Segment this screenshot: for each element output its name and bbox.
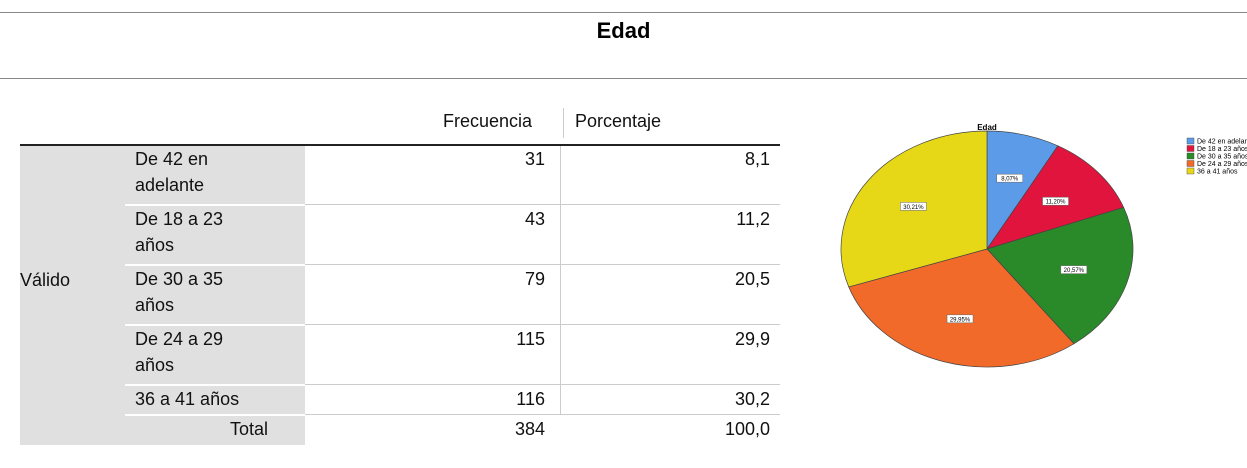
row-divider	[125, 324, 305, 326]
row-divider	[305, 414, 780, 415]
row-divider	[305, 324, 780, 325]
row-label: 36 a 41 años	[135, 389, 240, 409]
row-divider	[125, 204, 305, 206]
row-label: De 24 a 29 años	[135, 329, 224, 375]
header-divider	[563, 108, 564, 138]
legend-swatch	[1186, 167, 1195, 175]
legend-swatch	[1186, 152, 1195, 160]
legend-label: 36 a 41 años	[1197, 169, 1238, 176]
row-divider	[125, 264, 305, 266]
column-header: Porcentaje	[575, 111, 662, 131]
legend-label: De 30 a 35 años	[1197, 154, 1247, 161]
frequency: 43	[524, 209, 545, 229]
percent: 30,2	[734, 389, 770, 409]
slice-label: 29,95%	[950, 317, 971, 323]
frequency: 384	[514, 419, 545, 439]
row-label: De 42 en adelante	[135, 149, 209, 195]
frequency: 116	[516, 389, 545, 409]
legend-label: De 24 a 29 años	[1197, 161, 1247, 168]
top-border	[20, 144, 780, 146]
legend-label: De 18 a 23 años	[1197, 146, 1247, 153]
row-divider	[125, 384, 305, 386]
label-box	[996, 173, 1023, 183]
rule	[0, 12, 1247, 13]
row-divider	[305, 384, 780, 385]
legend-label: De 42 en adelante	[1197, 139, 1247, 146]
percent: 11,2	[736, 209, 770, 229]
label-box	[1042, 196, 1069, 206]
row-divider	[125, 414, 305, 416]
legend-swatch	[1186, 160, 1195, 167]
label-box	[1060, 265, 1088, 274]
row-divider	[305, 264, 780, 265]
pie-slice	[848, 248, 1075, 368]
rule	[0, 78, 1247, 79]
row-label: De 18 a 23 años	[135, 209, 224, 255]
frequency: 79	[524, 269, 545, 289]
group-label: Válido	[20, 270, 71, 290]
percent: 8,1	[744, 149, 770, 169]
column-divider	[560, 145, 561, 415]
slice-label: 11,20%	[1046, 200, 1067, 206]
percent: 29,9	[734, 329, 770, 349]
slice-label: 20,57%	[1064, 268, 1085, 274]
percent: 20,5	[734, 269, 770, 289]
legend-swatch	[1186, 137, 1195, 145]
percent: 100,0	[724, 419, 770, 439]
label-box	[900, 202, 927, 211]
row-label: Total	[230, 419, 269, 439]
chart-title: Edad	[977, 123, 997, 132]
slice-label: 8,07%	[1001, 177, 1019, 183]
column-header: Frecuencia	[442, 111, 533, 131]
row-divider	[305, 204, 780, 205]
pie-slice	[986, 207, 1134, 345]
frequency: 31	[524, 149, 545, 169]
label-box	[946, 314, 974, 324]
legend-swatch	[1186, 145, 1195, 152]
row-label: De 30 a 35 años	[135, 269, 224, 315]
label-background	[20, 145, 305, 445]
slice-label: 30,21%	[903, 205, 924, 211]
frequency: 115	[516, 329, 545, 349]
page-title: Edad	[596, 18, 651, 43]
